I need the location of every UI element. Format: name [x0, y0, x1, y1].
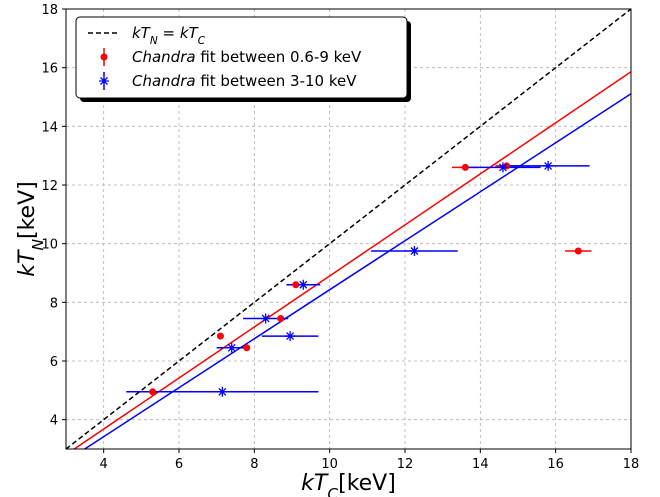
x-tick-label: 14 [472, 457, 489, 472]
legend-label-red: Chandra fit between 0.6-9 keV [132, 48, 362, 66]
point-blue [217, 386, 228, 397]
y-tick-label: 18 [41, 3, 58, 18]
y-tick-label: 4 [50, 414, 58, 429]
point-red [277, 314, 285, 322]
point-red [216, 332, 224, 340]
point-blue [298, 279, 309, 290]
legend-box [75, 16, 408, 99]
y-tick-label: 8 [50, 296, 58, 311]
line-red [72, 71, 631, 449]
y-tick-label: 16 [41, 62, 58, 77]
legend-marker-red [100, 53, 108, 61]
y-tick-label: 6 [50, 355, 58, 370]
error-bars [126, 165, 592, 393]
data-markers [149, 160, 582, 397]
x-tick-label: 8 [250, 457, 258, 472]
point-blue [497, 162, 508, 173]
line-blue [83, 93, 631, 449]
y-tick-label: 10 [41, 238, 58, 253]
y-axis-label: kTN[keV] [15, 181, 47, 276]
point-blue [226, 342, 237, 353]
point-blue [543, 160, 554, 171]
x-tick-label: 18 [623, 457, 640, 472]
point-red [461, 163, 469, 171]
x-tick-label: 16 [547, 457, 564, 472]
legend-label-blue: Chandra fit between 3-10 keV [132, 72, 357, 90]
point-red [243, 344, 251, 352]
x-axis-label: kTC[keV] [301, 471, 396, 497]
legend-marker-blue [99, 77, 109, 85]
legend-label-identity: kTN = kTC [132, 24, 206, 47]
line-identity [66, 9, 631, 449]
point-blue [260, 313, 271, 324]
reference-lines [66, 9, 631, 449]
y-tick-label: 14 [41, 120, 58, 135]
point-blue [409, 246, 420, 256]
x-tick-label: 4 [100, 457, 108, 472]
x-tick-label: 12 [397, 457, 414, 472]
y-tick-label: 12 [41, 179, 58, 194]
point-blue [285, 331, 296, 342]
axis-labels: kTC[keV] kTN[keV] [15, 181, 396, 497]
axis-ticks: 4 6 8 10 12 14 16 18 4 6 8 10 12 14 16 18 [41, 3, 639, 472]
x-tick-label: 6 [175, 457, 183, 472]
x-tick-label: 10 [321, 457, 338, 472]
point-red [292, 281, 300, 289]
point-red [574, 247, 582, 255]
plot-frame [65, 8, 632, 450]
point-red [149, 388, 157, 396]
